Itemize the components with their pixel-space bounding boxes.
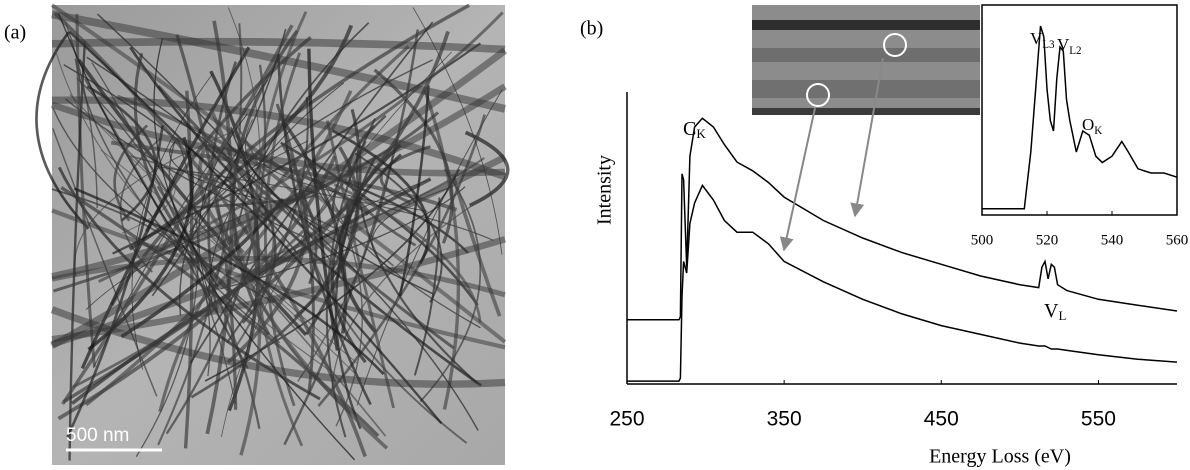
nanotube xyxy=(412,7,503,255)
nanotube xyxy=(264,52,301,407)
nanotube xyxy=(51,37,506,54)
x-tick-label: 350 xyxy=(767,408,802,431)
nanotube xyxy=(50,3,507,344)
nanotube xyxy=(61,24,294,406)
spectrum-line xyxy=(982,25,1178,210)
hrtem-band xyxy=(752,108,980,115)
annotation-subscript: L3 xyxy=(1042,39,1055,51)
annotation: OK xyxy=(1082,115,1102,137)
annotation-text: C xyxy=(683,118,696,140)
x-tick-label: 500 xyxy=(971,232,994,248)
annotation: VL3 xyxy=(1030,29,1055,51)
nanotube xyxy=(153,37,219,287)
nanotube xyxy=(66,125,164,438)
nanotube xyxy=(50,101,506,177)
nanotube xyxy=(231,29,299,336)
nanotube xyxy=(51,10,506,113)
annotation-text: V xyxy=(1057,35,1070,54)
nanotube xyxy=(131,73,213,370)
nanotube xyxy=(51,208,506,350)
nanotube xyxy=(121,148,176,234)
hrtem-band xyxy=(752,48,980,62)
nanotube xyxy=(244,119,340,237)
nanotube xyxy=(68,30,443,425)
scale-bar-label: 500 nm xyxy=(66,425,129,446)
nanotube xyxy=(50,154,507,348)
x-axis-label: Energy Loss (eV) xyxy=(929,446,1071,468)
annotation-text: O xyxy=(1082,115,1094,134)
nanotube xyxy=(51,255,506,298)
annotation: CK xyxy=(683,118,706,141)
annotation-subscript: L2 xyxy=(1069,45,1081,57)
annotation-text: V xyxy=(1030,29,1043,48)
nanotube xyxy=(251,178,431,291)
hrtem-band xyxy=(752,80,980,98)
x-tick-label: 550 xyxy=(1081,408,1116,431)
nanotube xyxy=(331,204,474,392)
nanotube xyxy=(169,139,264,201)
nanotube xyxy=(57,12,356,461)
nanotube xyxy=(157,84,455,350)
nanotube xyxy=(347,124,417,247)
nanotube xyxy=(51,236,506,343)
spectrum-line xyxy=(627,183,1178,382)
nanotube xyxy=(69,93,358,364)
nanotube xyxy=(307,48,340,351)
annotation: VL xyxy=(1044,300,1066,323)
x-tick-label: 520 xyxy=(1036,232,1059,248)
nanotube xyxy=(190,193,316,209)
nanotube xyxy=(100,149,362,381)
nanotube xyxy=(52,107,275,304)
hrtem-circle xyxy=(806,83,830,107)
y-axis-label: Intensity xyxy=(594,155,616,225)
x-tick-label: 450 xyxy=(924,408,959,431)
nanotube xyxy=(35,31,90,230)
tem-image xyxy=(35,3,510,465)
nanotube xyxy=(464,130,510,208)
arrow xyxy=(779,107,816,252)
nanotube xyxy=(237,22,370,222)
hrtem-inset xyxy=(752,5,980,115)
annotation: VL2 xyxy=(1057,35,1082,57)
nanotube xyxy=(330,153,403,364)
nanotube xyxy=(419,168,482,403)
panel-label: (b) xyxy=(580,18,603,40)
nanotube xyxy=(299,177,468,444)
arrow xyxy=(850,57,884,218)
inset-frame xyxy=(981,4,1178,216)
annotation-subscript: K xyxy=(696,126,706,141)
nanotube xyxy=(51,96,507,181)
x-tick-label: 250 xyxy=(609,408,644,431)
spectrum-line xyxy=(627,117,1178,321)
x-tick-label: 560 xyxy=(1166,232,1189,248)
x-tick-label: 540 xyxy=(1101,232,1124,248)
hrtem-circle xyxy=(883,33,907,57)
hrtem-band xyxy=(752,20,980,30)
annotation-subscript: L xyxy=(1058,308,1066,323)
annotation-subscript: K xyxy=(1094,125,1102,137)
annotation-text: V xyxy=(1044,300,1059,322)
panel-label: (a) xyxy=(4,22,26,44)
